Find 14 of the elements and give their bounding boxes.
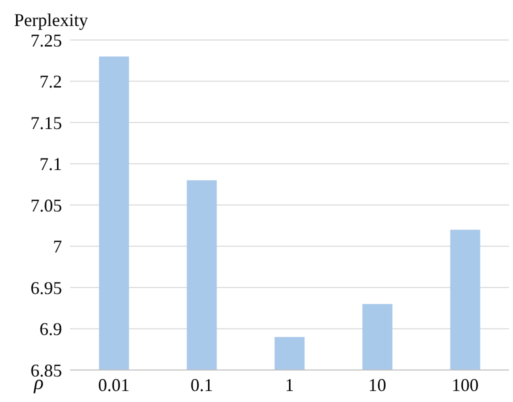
y-tick-label: 6.95 <box>30 278 62 298</box>
y-tick-label: 7.1 <box>40 154 62 174</box>
x-tick-label: 1 <box>285 374 294 395</box>
x-tick-label: 100 <box>452 374 479 395</box>
y-tick-label: 7.25 <box>30 30 62 50</box>
x-tick-label: 0.1 <box>190 374 213 395</box>
x-tick-label: 0.01 <box>98 374 130 395</box>
y-tick-label: 7.2 <box>40 72 62 92</box>
y-tick-label: 7 <box>53 236 62 257</box>
y-tick-label: 6.9 <box>40 319 62 340</box>
y-tick-label: 7.15 <box>30 112 62 133</box>
x-tick-label: 10 <box>368 374 386 395</box>
y-tick-label: 7.05 <box>30 195 62 216</box>
y-axis-title: Perplexity <box>14 10 88 31</box>
